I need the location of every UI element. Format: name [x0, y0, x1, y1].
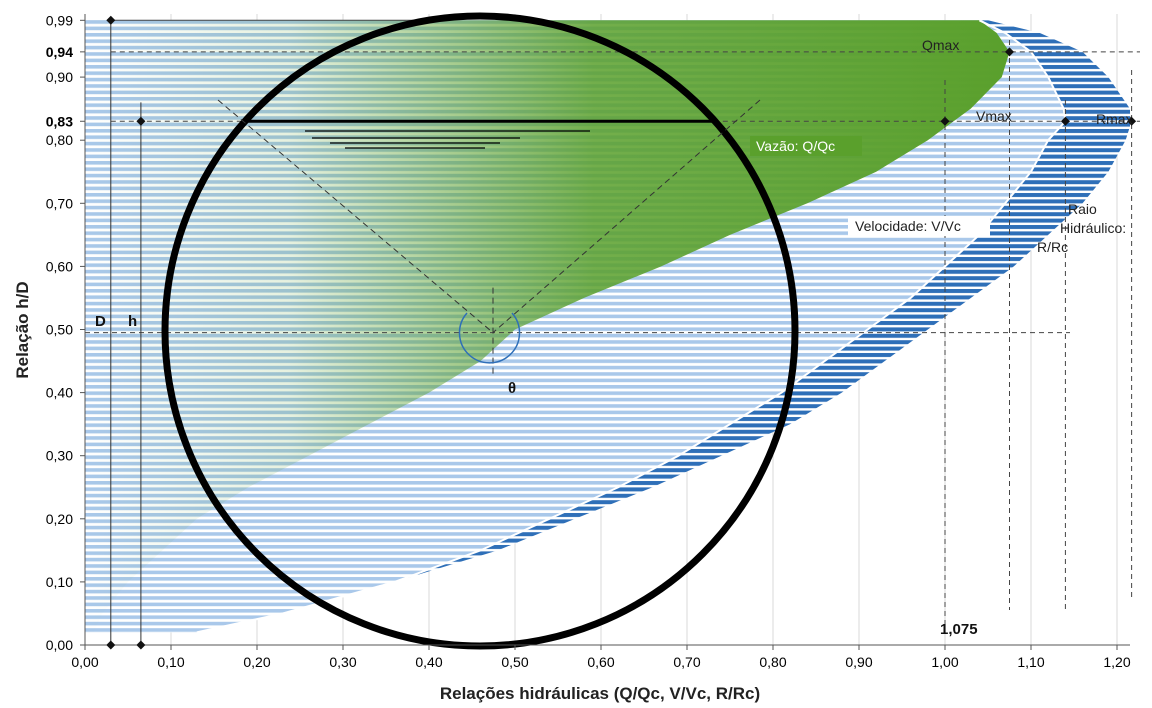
x-tick-label: 1,20: [1103, 654, 1130, 670]
diamond-marker: [106, 15, 116, 25]
series-area-0: [85, 20, 1010, 633]
x-axis-title: Relações hidráulicas (Q/Qc, V/Vc, R/Rc): [440, 684, 760, 703]
markers: [106, 15, 1137, 650]
pipe-section: [161, 12, 799, 650]
x-tick-label: 1,00: [931, 654, 958, 670]
diamond-marker: [940, 116, 950, 126]
x-tick-labels: 0,00 0,10 0,20 0,30 0,40 0,50 0,60 0,70 0,80 0,90…: [71, 645, 1131, 670]
x-tick-label: 1,10: [1017, 654, 1044, 670]
theta-label: θ: [508, 380, 516, 397]
diamond-marker: [106, 640, 116, 650]
diamond-marker: [1127, 116, 1137, 126]
x-tick-label: 0,60: [587, 654, 614, 670]
vmax-label: Vmax: [976, 108, 1012, 124]
x-tick-label: 0,70: [673, 654, 700, 670]
velocidade-label: Velocidade: V/Vc: [855, 218, 961, 234]
raio-label-line3: R/Rc: [1037, 239, 1068, 255]
raio-label-line2: Hidráulico:: [1060, 220, 1126, 236]
diamond-marker: [1060, 116, 1070, 126]
raio-label-line1: Raio: [1068, 201, 1097, 217]
vazao-label-bg: [750, 136, 862, 156]
x-tick-label: 0,30: [329, 654, 356, 670]
velocity-curve: [196, 19, 1067, 634]
x-tick-label: 0,50: [501, 654, 528, 670]
y-tick-label: 0,30: [46, 448, 73, 464]
y-tick-label: 0,70: [46, 195, 73, 211]
velocidade-label-bg: [848, 216, 990, 236]
y-tick-label: 0,94: [46, 44, 73, 60]
y-tick-label: 0,60: [46, 258, 73, 274]
rmax-label: Rmax: [1096, 111, 1133, 127]
y-tick-label: 0,50: [46, 322, 73, 338]
x-tick-label: 0,20: [243, 654, 270, 670]
y-tick-label: 0,83: [46, 113, 73, 129]
theta-arc: [458, 312, 521, 364]
angle-line-right: [492, 99, 761, 334]
y-tick-label: 0,80: [46, 132, 73, 148]
diamond-marker: [136, 116, 146, 126]
qmax-label: Qmax: [922, 37, 959, 53]
x-tick-label: 0,10: [157, 654, 184, 670]
x-tick-label: 0,40: [415, 654, 442, 670]
pipe-circle: [161, 12, 799, 650]
diamond-marker: [136, 640, 146, 650]
diamond-marker: [1005, 47, 1014, 57]
y-tick-label: 0,90: [46, 69, 73, 85]
y-tick-label: 0,10: [46, 574, 73, 590]
h-label: h: [128, 313, 137, 330]
y-tick-label: 0,40: [46, 385, 73, 401]
x-1075-label: 1,075: [940, 621, 978, 638]
y-tick-labels: 0,00 0,10 0,20 0,30 0,40 0,50 0,60 0,70 0,80 0,83…: [46, 12, 85, 653]
x-tick-label: 0,90: [845, 654, 872, 670]
x-tick-label: 0,80: [759, 654, 786, 670]
d-label: D: [95, 313, 106, 330]
curve-areas: [85, 19, 1130, 634]
x-tick-label: 0,00: [71, 654, 98, 670]
y-tick-label: 0,20: [46, 511, 73, 527]
angle-line-left: [217, 99, 494, 334]
y-tick-label: 0,00: [46, 637, 73, 653]
y-tick-label: 0,99: [46, 12, 73, 28]
y-axis-title: Relação h/D: [13, 281, 32, 378]
vazao-label: Vazão: Q/Qc: [756, 138, 835, 154]
